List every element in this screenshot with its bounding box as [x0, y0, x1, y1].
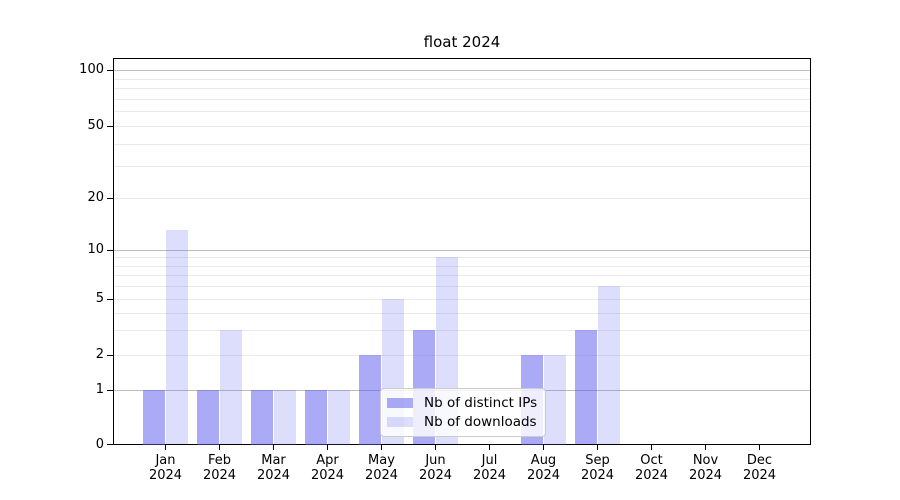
y-tick-label: 0	[95, 436, 104, 452]
legend-item-downloads: Nb of downloads	[387, 413, 537, 430]
x-tick-mark	[597, 445, 598, 450]
minor-gridline	[114, 166, 810, 168]
bar-downloads-feb	[219, 330, 243, 445]
x-tick-mark	[381, 445, 382, 450]
y-tick-mark	[107, 444, 113, 445]
legend-label: Nb of distinct IPs	[424, 394, 538, 411]
x-tick-label-feb: Feb 2024	[202, 452, 237, 483]
minor-gridline	[114, 143, 810, 145]
x-tick-mark	[327, 445, 328, 450]
x-tick-mark	[705, 445, 706, 450]
x-tick-mark	[489, 445, 490, 450]
y-tick-mark	[107, 298, 113, 300]
minor-gridline	[114, 198, 810, 200]
x-tick-label-oct: Oct 2024	[634, 452, 669, 483]
bar-downloads-jan	[165, 230, 189, 445]
bar-downloads-mar	[273, 390, 297, 445]
legend-swatch-ips	[387, 397, 413, 409]
x-tick-label-sep: Sep 2024	[580, 452, 615, 483]
minor-gridline	[114, 98, 810, 100]
y-tick-mark	[107, 354, 113, 356]
minor-gridline	[114, 312, 810, 314]
y-tick-label: 20	[87, 190, 104, 206]
major-gridline	[114, 250, 810, 251]
y-tick-label: 5	[95, 291, 104, 307]
x-tick-mark	[435, 445, 436, 450]
y-tick-label: 1	[95, 382, 104, 397]
y-tick-label: 10	[87, 242, 104, 257]
x-tick-label-aug: Aug 2024	[526, 452, 561, 483]
minor-gridline	[114, 257, 810, 259]
minor-gridline	[114, 88, 810, 90]
x-tick-mark	[273, 445, 274, 450]
legend-swatch-downloads	[387, 416, 413, 428]
y-tick-mark	[107, 125, 113, 127]
x-tick-mark	[651, 445, 652, 450]
y-tick-label: 50	[87, 118, 104, 133]
x-tick-label-dec: Dec 2024	[742, 452, 777, 483]
bar-ips-apr	[304, 390, 328, 445]
bar-ips-feb	[196, 390, 220, 445]
x-tick-mark	[165, 445, 166, 450]
bar-downloads-apr	[327, 390, 351, 445]
x-tick-label-mar: Mar 2024	[256, 452, 291, 483]
bar-downloads-sep	[597, 286, 621, 445]
major-gridline	[114, 70, 810, 71]
y-tick-mark	[107, 249, 113, 251]
bar-downloads-aug	[543, 355, 567, 445]
legend-label: Nb of downloads	[424, 413, 537, 430]
minor-gridline	[114, 78, 810, 80]
y-tick-mark	[107, 389, 113, 391]
bar-ips-jan	[142, 390, 166, 445]
bar-ips-may	[358, 355, 382, 445]
y-tick-label: 100	[79, 62, 104, 77]
minor-gridline	[114, 286, 810, 288]
x-tick-label-jul: Jul 2024	[472, 452, 507, 483]
minor-gridline	[114, 275, 810, 277]
bar-ips-sep	[574, 330, 598, 445]
y-tick-mark	[107, 69, 113, 71]
legend: Nb of distinct IPs Nb of downloads	[380, 388, 546, 437]
y-tick-mark	[107, 197, 113, 199]
minor-gridline	[114, 355, 810, 356]
minor-gridline	[114, 126, 810, 127]
minor-gridline	[114, 299, 810, 301]
legend-item-ips: Nb of distinct IPs	[387, 394, 538, 411]
x-tick-label-jan: Jan 2024	[148, 452, 183, 483]
minor-gridline	[114, 330, 810, 332]
minor-gridline	[114, 111, 810, 113]
x-tick-label-may: May 2024	[364, 452, 399, 483]
chart-title: float 2024	[423, 33, 501, 51]
x-tick-label-nov: Nov 2024	[688, 452, 723, 483]
plot-area	[113, 58, 811, 445]
bar-ips-mar	[250, 390, 274, 445]
x-tick-label-jun: Jun 2024	[418, 452, 453, 483]
x-tick-mark	[543, 445, 544, 450]
x-tick-mark	[759, 445, 760, 450]
y-tick-label: 2	[95, 347, 104, 362]
x-tick-label-apr: Apr 2024	[310, 452, 345, 483]
minor-gridline	[114, 265, 810, 267]
x-tick-mark	[219, 445, 220, 450]
